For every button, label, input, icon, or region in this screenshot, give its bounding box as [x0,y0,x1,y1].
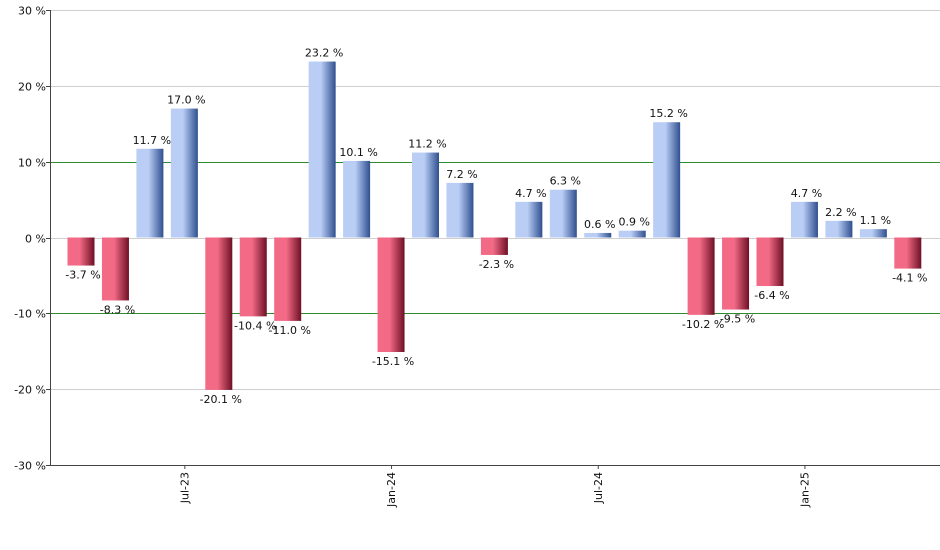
bar [446,182,474,238]
bar [549,189,577,238]
bar-value-label: -3.7 % [65,269,100,282]
bar-value-label: 11.7 % [133,134,171,147]
bar-value-label: 4.7 % [515,187,546,200]
bar [825,220,853,238]
bar-value-label: 15.2 % [649,107,687,120]
bar-value-label: 0.9 % [618,216,649,229]
bar [67,237,95,266]
bar [412,152,439,238]
x-tick-label: Jul-24 [592,472,605,504]
bar-value-label: 7.2 % [446,168,477,181]
bars [67,61,922,390]
y-tick-label: 10 % [18,157,46,170]
reference-lines [50,162,940,314]
bar [894,237,922,269]
bar [239,237,267,317]
bar-value-label: -4.1 % [892,272,927,285]
y-tick-label: -20 % [14,384,46,397]
bar [170,108,198,238]
bar-value-label: -11.0 % [268,324,310,337]
x-tick-label: Jan-25 [798,472,811,508]
bar [653,122,681,238]
y-tick-label: -10 % [14,308,46,321]
bar-value-label: 6.3 % [550,175,581,188]
bar [756,237,784,287]
bar-value-label: -10.2 % [682,318,724,331]
bar-value-label: -10.4 % [234,319,276,332]
data-labels: -3.7 %-8.3 %11.7 %17.0 %-20.1 %-10.4 %-1… [65,47,927,406]
bar-value-label: -9.5 % [720,313,755,326]
bar-value-label: 11.2 % [408,138,446,151]
bar-value-label: 17.0 % [167,94,205,107]
bar [136,148,164,238]
bar [205,237,233,390]
y-tick-label: 30 % [18,5,46,18]
bar [584,232,612,238]
axes: 30 % 20 % 10 % 0 % -10 % -20 % -30 % Jul-23 Jan-… [14,5,940,508]
y-tick-label: 0 % [25,233,46,246]
x-tick-label: Jan-24 [385,472,398,508]
y-tick-label: -30 % [14,460,46,473]
bar-value-label: 1.1 % [860,214,891,227]
y-tick-label: 20 % [18,81,46,94]
bar [480,237,508,255]
x-tick-label: Jul-23 [178,472,191,504]
bar [687,237,715,315]
bar-value-label: -6.4 % [754,289,789,302]
bar-value-label: 2.2 % [825,206,856,219]
bar [274,237,302,321]
bar [377,237,405,353]
bar [515,201,543,238]
bar-value-label: 10.1 % [339,146,377,159]
bar-value-label: 0.6 % [584,218,615,231]
bar [101,237,129,301]
bar [859,229,887,238]
bar [343,160,371,238]
bar-value-label: -15.1 % [372,355,414,368]
bar [790,201,818,238]
bar-value-label: 4.7 % [791,187,822,200]
bar [308,61,336,238]
bar-value-label: -2.3 % [479,258,514,271]
bar [618,230,646,238]
bar-value-label: -8.3 % [100,303,135,316]
bar-value-label: -20.1 % [200,393,242,406]
bar-value-label: 23.2 % [305,47,343,60]
bar [722,237,750,310]
